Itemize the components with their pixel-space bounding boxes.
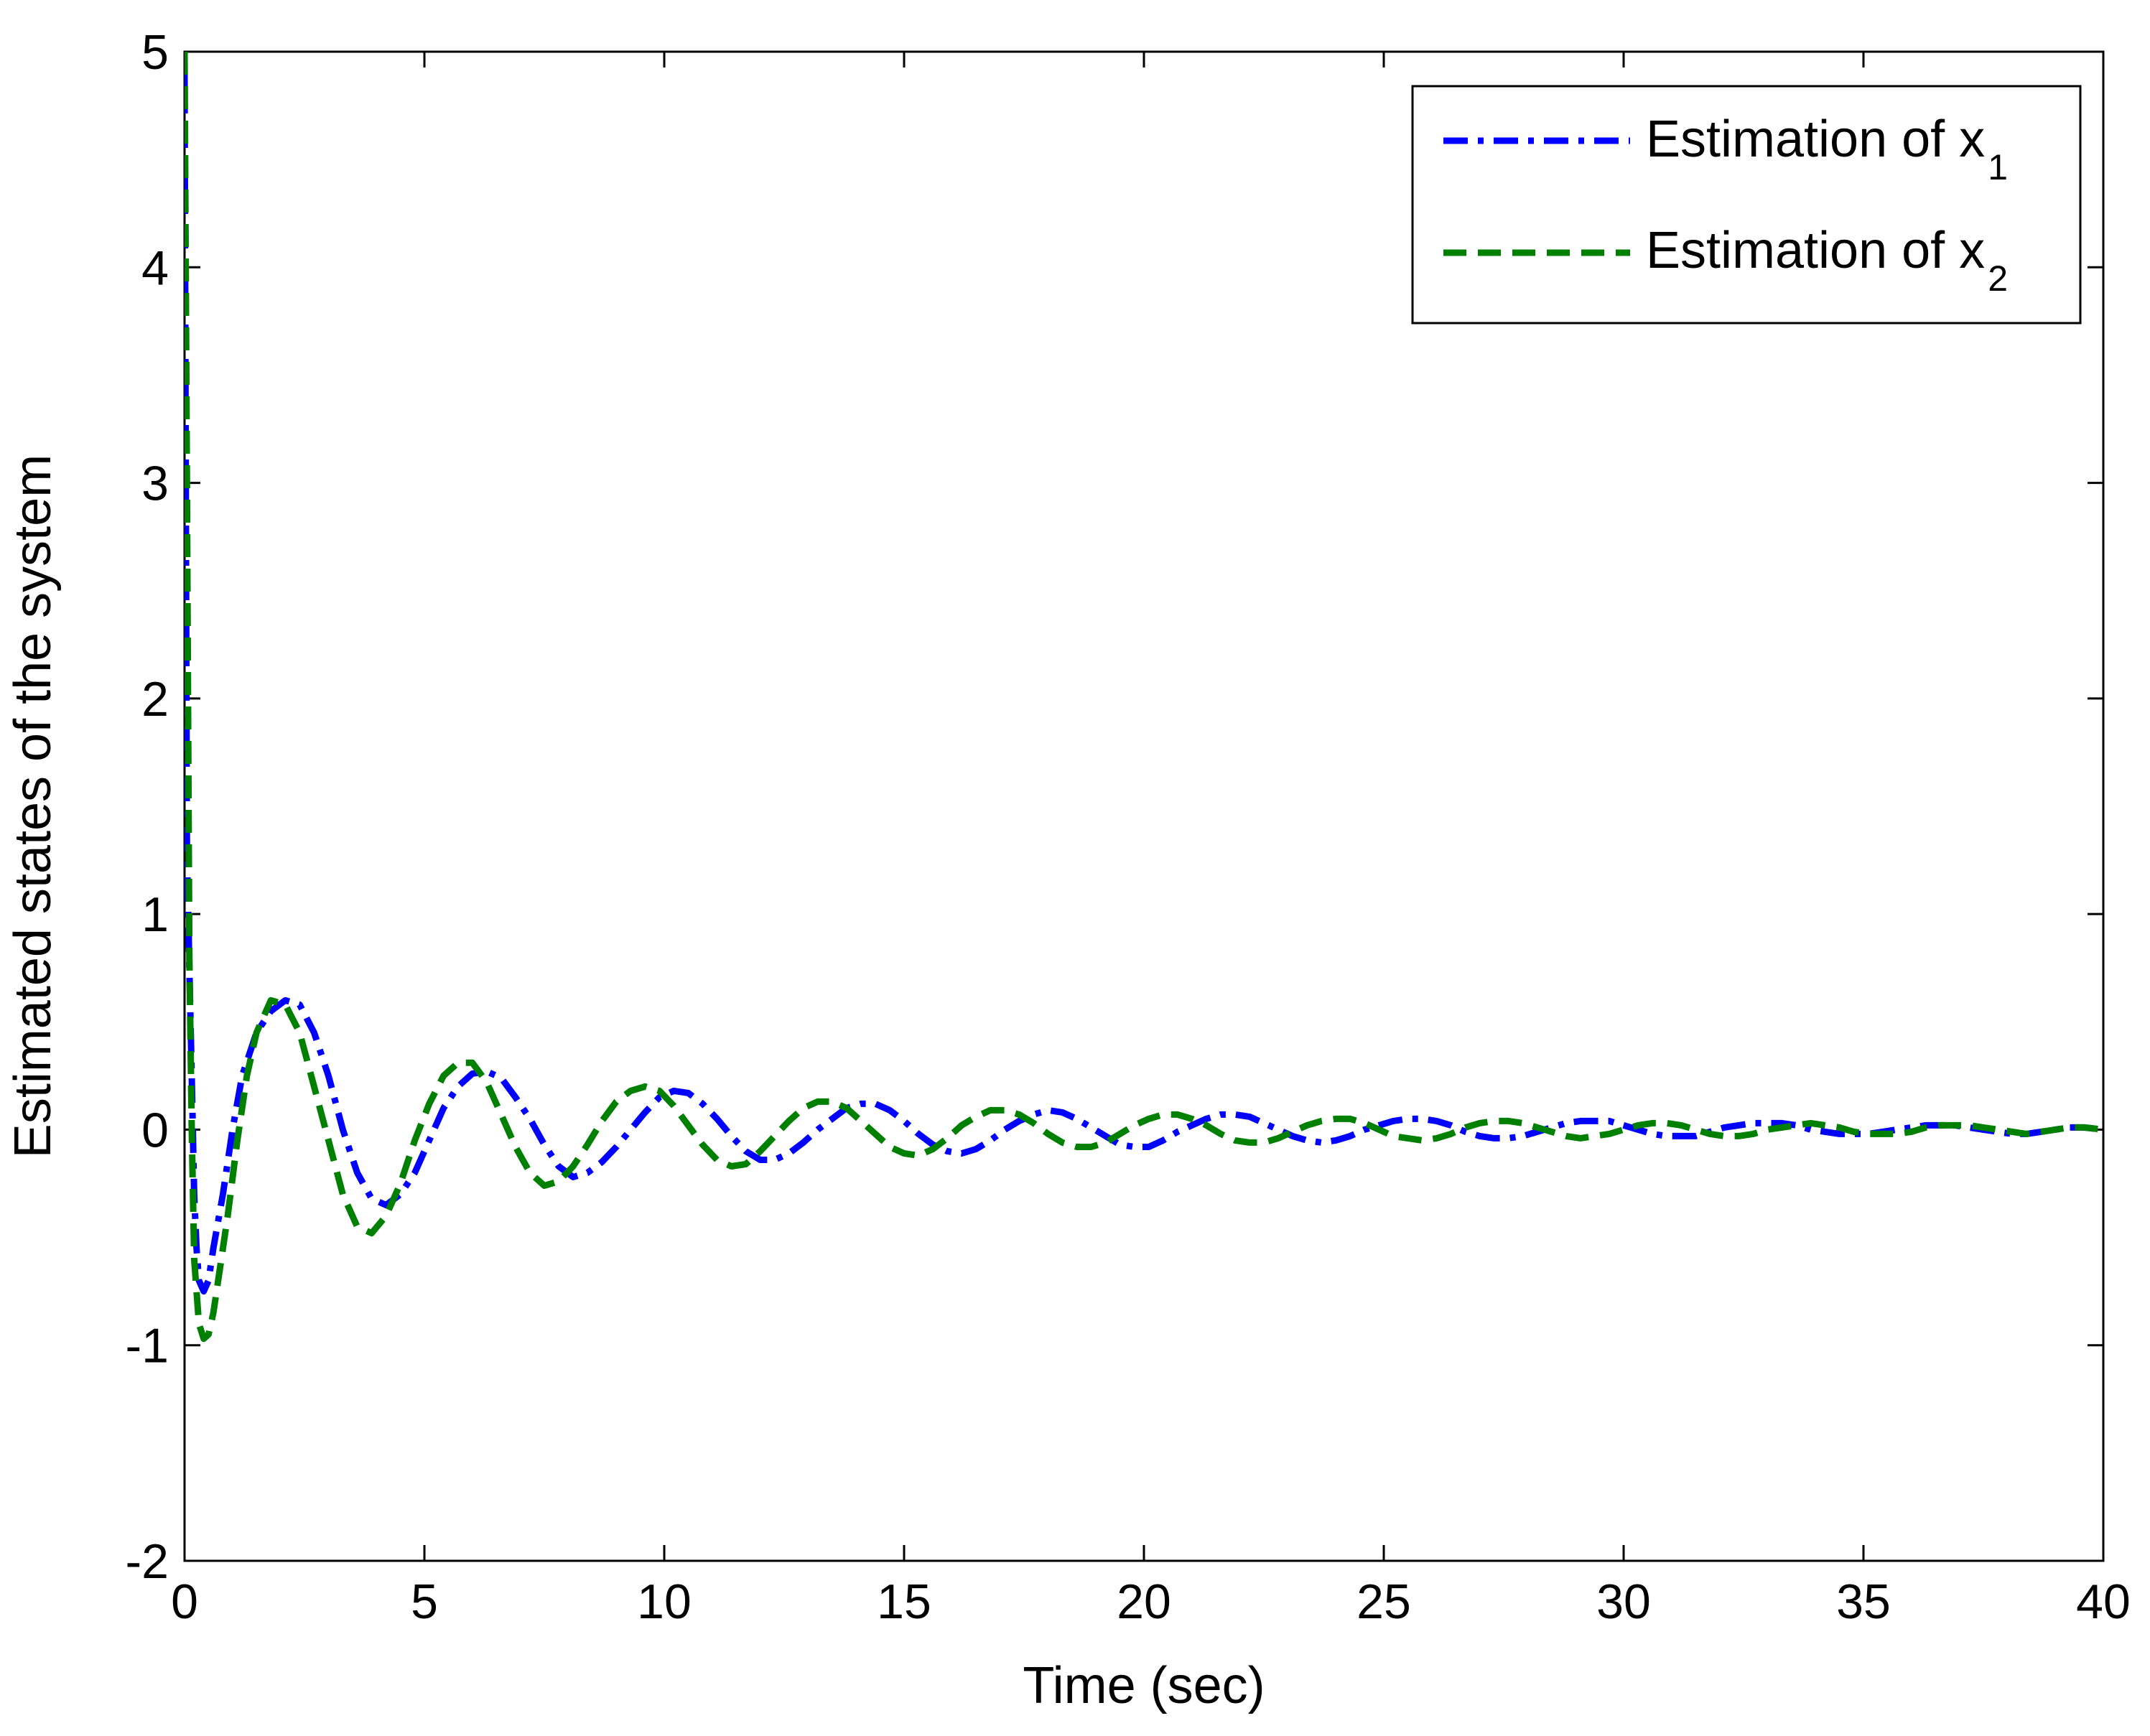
series-line-1	[185, 73, 2103, 1295]
x-tick-label: 35	[1836, 1574, 1891, 1629]
y-tick-label: 1	[141, 887, 169, 942]
legend: Estimation of x1 Estimation of x2	[1411, 85, 2082, 325]
x-axis-label: Time (sec)	[1023, 1657, 1265, 1714]
legend-label-x2-text: Estimation of x	[1646, 222, 1985, 279]
legend-label-x1-text: Estimation of x	[1646, 111, 1985, 168]
x-tick-label: 25	[1356, 1574, 1411, 1629]
x-tick-label: 20	[1117, 1574, 1171, 1629]
x-tick-label: 5	[411, 1574, 438, 1629]
x-tick-label: 30	[1596, 1574, 1651, 1629]
x-tick-label: 15	[877, 1574, 931, 1629]
axis-ticks	[183, 50, 2105, 1562]
x-tick-label: 0	[171, 1574, 198, 1629]
y-tick-label: 4	[141, 241, 169, 295]
x-tick-label: 10	[637, 1574, 692, 1629]
legend-box	[1411, 85, 2082, 325]
y-tick-label: -2	[126, 1534, 169, 1589]
series-line-2	[185, 52, 2103, 1343]
axis-tick-labels: 0 5 10 15 20 25 30 35 40 -2 -1 0 1 2 3 4 5	[126, 25, 2131, 1629]
y-axis-label: Estimated states of the system	[4, 454, 62, 1158]
legend-label-x1: Estimation of x1	[1646, 111, 2008, 187]
legend-label-x2-subscript: 2	[1988, 258, 2008, 299]
y-tick-label: 0	[141, 1103, 169, 1157]
y-tick-label: 5	[141, 25, 169, 80]
y-tick-label: -1	[126, 1319, 169, 1373]
x-tick-label: 40	[2076, 1574, 2131, 1629]
y-tick-label: 2	[141, 672, 169, 727]
legend-label-x2: Estimation of x2	[1646, 222, 2008, 299]
legend-label-x1-subscript: 1	[1988, 147, 2008, 187]
y-tick-label: 3	[141, 457, 169, 511]
series-layer	[185, 52, 2103, 1343]
